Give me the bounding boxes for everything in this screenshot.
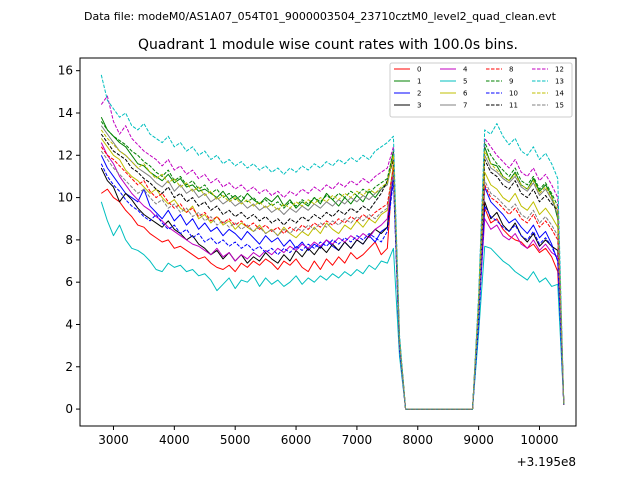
x-tick-label: 10000 bbox=[520, 433, 558, 447]
legend-label: 13 bbox=[555, 78, 564, 86]
legend-label: 2 bbox=[417, 90, 421, 98]
x-tick-label: 4000 bbox=[159, 433, 190, 447]
series-line-0 bbox=[101, 159, 565, 410]
legend-label: 15 bbox=[555, 102, 564, 110]
series-layer bbox=[100, 74, 565, 410]
legend-label: 3 bbox=[417, 102, 421, 110]
series-line-8 bbox=[100, 146, 565, 410]
plot-frame bbox=[79, 57, 577, 427]
series-line-12 bbox=[100, 95, 565, 410]
y-tick-label: 4 bbox=[65, 317, 73, 331]
series-line-13 bbox=[100, 74, 565, 410]
legend-label: 7 bbox=[463, 102, 467, 110]
x-tick-label: 6000 bbox=[281, 433, 312, 447]
chart-title: Quadrant 1 module wise count rates with … bbox=[138, 37, 518, 53]
series-line-11 bbox=[100, 133, 565, 410]
y-tick-label: 10 bbox=[58, 191, 73, 205]
series-line-2 bbox=[100, 155, 565, 410]
y-tick-label: 8 bbox=[65, 233, 73, 247]
y-tick-label: 12 bbox=[58, 148, 73, 162]
x-tick-label: 3000 bbox=[98, 433, 129, 447]
legend-label: 12 bbox=[555, 66, 564, 74]
x-offset-label: +3.195e8 bbox=[517, 455, 576, 469]
x-tick-label: 5000 bbox=[220, 433, 251, 447]
legend-label: 14 bbox=[555, 90, 564, 98]
series-line-15 bbox=[100, 150, 565, 410]
legend-label: 9 bbox=[509, 78, 513, 86]
suptitle: Data file: modeM0/AS1A07_054T01_90000035… bbox=[84, 10, 557, 23]
legend-label: 11 bbox=[509, 102, 518, 110]
legend-frame bbox=[389, 62, 573, 118]
series-line-4 bbox=[100, 142, 565, 410]
series-line-14 bbox=[100, 129, 565, 410]
legend-label: 10 bbox=[509, 90, 518, 98]
y-axis: 0 2 4 6 8 10 12 14 16 bbox=[58, 64, 80, 416]
legend-label: 6 bbox=[463, 90, 468, 98]
legend-label: 0 bbox=[417, 66, 421, 74]
legend-label: 8 bbox=[509, 66, 513, 74]
series-line-10 bbox=[100, 163, 565, 410]
x-tick-label: 8000 bbox=[402, 433, 433, 447]
legend-label: 4 bbox=[463, 66, 468, 74]
series-line-9 bbox=[100, 121, 565, 410]
y-tick-label: 0 bbox=[65, 402, 73, 416]
y-tick-label: 14 bbox=[58, 106, 73, 120]
x-tick-label: 7000 bbox=[342, 433, 373, 447]
y-tick-label: 6 bbox=[65, 275, 73, 289]
x-axis: 3000 4000 5000 6000 7000 8000 9000 10000 bbox=[98, 426, 559, 447]
legend-label: 1 bbox=[417, 78, 421, 86]
y-tick-label: 16 bbox=[58, 64, 73, 78]
x-tick-label: 9000 bbox=[463, 433, 494, 447]
series-line-7 bbox=[100, 125, 565, 410]
y-tick-label: 2 bbox=[65, 360, 73, 374]
legend-label: 5 bbox=[463, 78, 467, 86]
series-line-5 bbox=[100, 201, 565, 410]
